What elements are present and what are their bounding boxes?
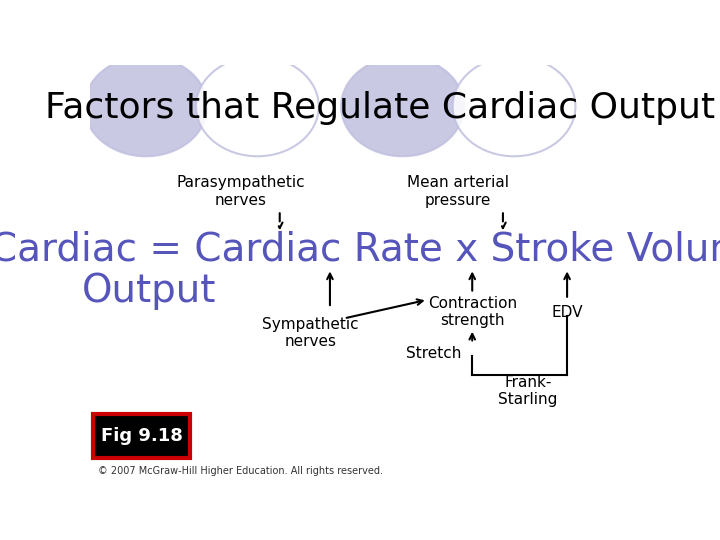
- Text: Fig 9.18: Fig 9.18: [101, 427, 183, 445]
- Text: Stretch: Stretch: [405, 346, 461, 361]
- Ellipse shape: [84, 57, 207, 156]
- Ellipse shape: [341, 57, 464, 156]
- Text: Frank-
Starling: Frank- Starling: [498, 375, 558, 407]
- Text: EDV: EDV: [552, 305, 582, 320]
- Text: Output: Output: [81, 272, 216, 310]
- Ellipse shape: [196, 57, 319, 156]
- Text: Cardiac = Cardiac Rate x Stroke Volume: Cardiac = Cardiac Rate x Stroke Volume: [0, 231, 720, 269]
- Text: Sympathetic
nerves: Sympathetic nerves: [262, 317, 359, 349]
- Text: Contraction
strength: Contraction strength: [428, 296, 517, 328]
- Text: © 2007 McGraw-Hill Higher Education. All rights reserved.: © 2007 McGraw-Hill Higher Education. All…: [98, 467, 383, 476]
- Ellipse shape: [453, 57, 575, 156]
- Text: Parasympathetic
nerves: Parasympathetic nerves: [176, 176, 305, 208]
- Text: Mean arterial
pressure: Mean arterial pressure: [408, 176, 509, 208]
- Text: Factors that Regulate Cardiac Output: Factors that Regulate Cardiac Output: [45, 91, 715, 125]
- FancyBboxPatch shape: [93, 414, 190, 458]
